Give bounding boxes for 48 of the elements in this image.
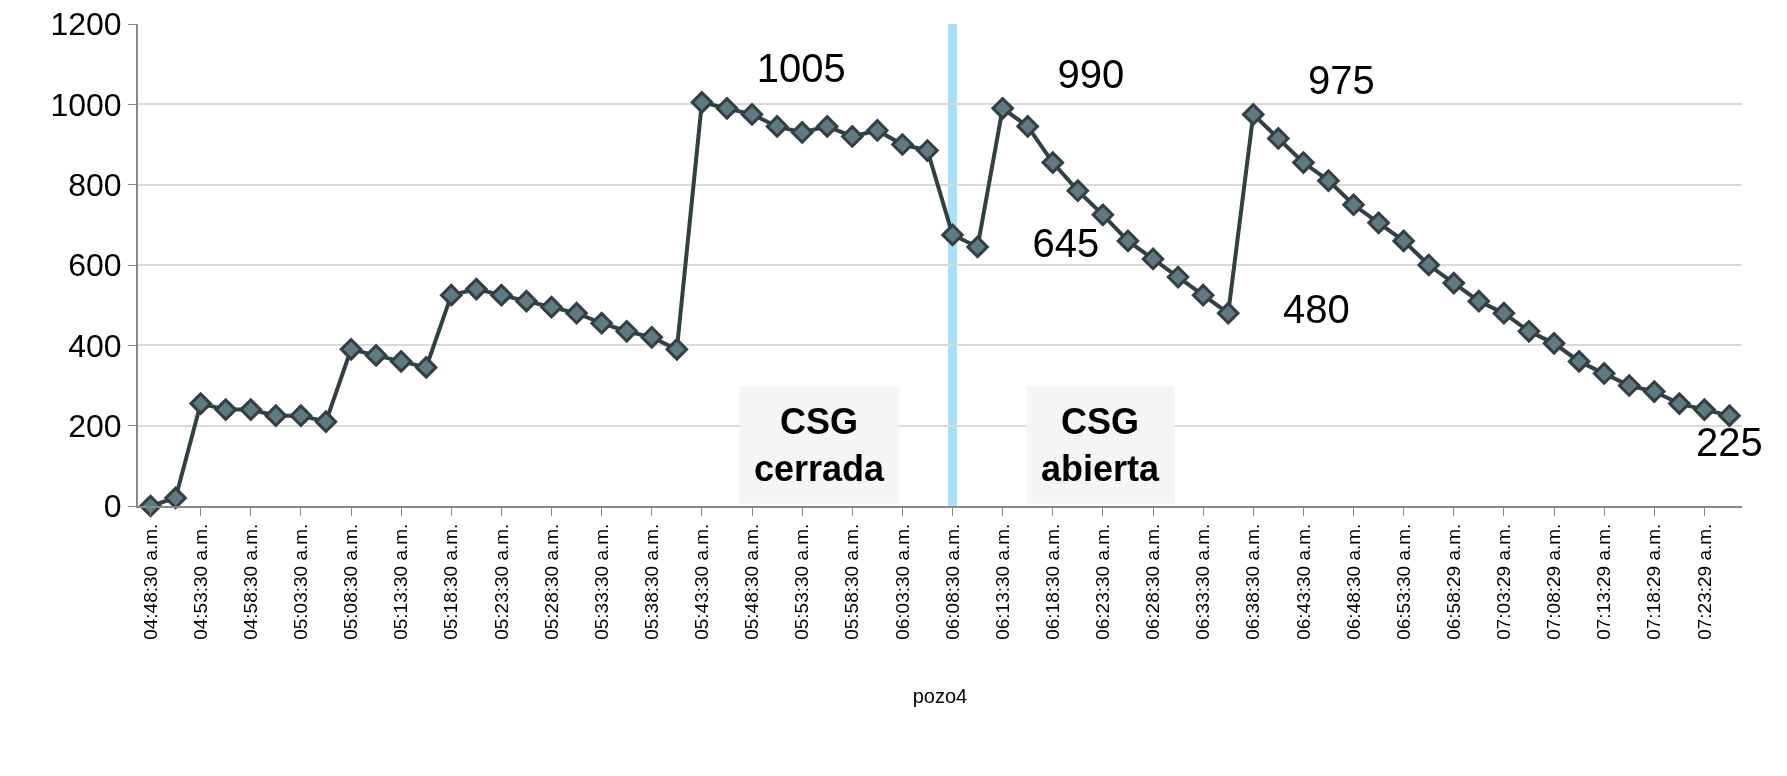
data-label: 480 (1238, 287, 1350, 332)
y-tick-label: 0 (103, 488, 122, 525)
data-label: 645 (987, 220, 1100, 265)
annotation: CSG abierta (1041, 401, 1161, 489)
x-tick-label: 06:18:30 a.m. (1041, 523, 1063, 640)
y-tick-label: 1000 (50, 86, 122, 123)
annotation: CSG cerrada (754, 401, 886, 489)
y-tick-label: 200 (68, 407, 122, 444)
x-tick-label: 07:23:29 a.m. (1693, 523, 1715, 640)
x-tick-label: 05:38:30 a.m. (640, 523, 662, 640)
data-label: 1005 (712, 45, 846, 90)
x-tick-label: 06:43:30 a.m. (1292, 523, 1314, 640)
x-tick-label: 06:28:30 a.m. (1142, 523, 1164, 640)
y-tick-label: 800 (68, 166, 122, 203)
x-tick-label: 06:48:30 a.m. (1342, 523, 1364, 640)
y-tick-label: 1200 (50, 6, 122, 43)
x-tick-label: 06:03:30 a.m. (891, 523, 913, 640)
x-tick-label: 06:58:29 a.m. (1442, 523, 1464, 640)
x-tick-label: 04:53:30 a.m. (189, 523, 211, 640)
x-tick-label: 04:58:30 a.m. (239, 523, 261, 640)
x-tick-label: 07:13:29 a.m. (1593, 523, 1615, 640)
x-tick-label: 05:03:30 a.m. (290, 523, 312, 640)
x-tick-label: 05:53:30 a.m. (791, 523, 813, 640)
x-tick-label: 05:43:30 a.m. (691, 523, 713, 640)
x-tick-label: 07:18:29 a.m. (1643, 523, 1665, 640)
y-tick-label: 400 (68, 327, 122, 364)
x-tick-label: 06:38:30 a.m. (1242, 523, 1264, 640)
x-tick-label: 05:33:30 a.m. (590, 523, 612, 640)
x-tick-label: 06:33:30 a.m. (1192, 523, 1214, 640)
x-tick-label: 06:23:30 a.m. (1092, 523, 1114, 640)
x-tick-label: 04:48:30 a.m. (139, 523, 161, 640)
x-tick-label: 06:53:30 a.m. (1392, 523, 1414, 640)
data-label: 990 (1013, 51, 1125, 96)
x-tick-label: 06:08:30 a.m. (941, 523, 963, 640)
x-tick-label: 05:18:30 a.m. (440, 523, 462, 640)
x-tick-label: 05:48:30 a.m. (741, 523, 763, 640)
x-tick-label: 07:03:29 a.m. (1493, 523, 1515, 640)
x-tick-label: 05:08:30 a.m. (340, 523, 362, 640)
x-tick-label: 05:23:30 a.m. (490, 523, 512, 640)
data-label: 975 (1263, 58, 1375, 102)
data-label: 225 (1696, 420, 1763, 465)
x-axis-title: pozo4 (912, 684, 968, 707)
x-tick-label: 05:13:30 a.m. (390, 523, 412, 640)
x-tick-label: 07:08:29 a.m. (1543, 523, 1565, 640)
y-tick-label: 600 (68, 247, 122, 284)
x-tick-label: 06:13:30 a.m. (991, 523, 1013, 640)
x-tick-label: 05:58:30 a.m. (841, 523, 863, 640)
x-tick-label: 05:28:30 a.m. (540, 523, 562, 640)
